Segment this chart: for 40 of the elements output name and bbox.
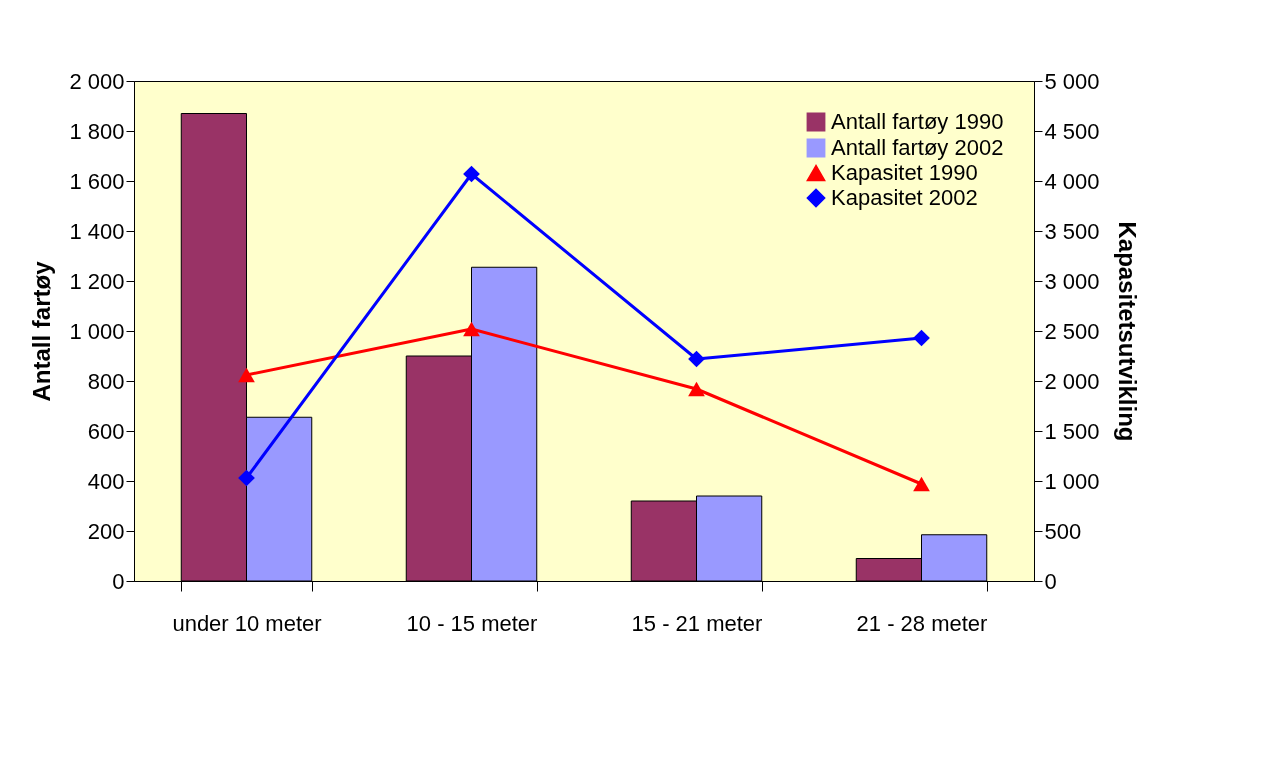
x-tick-label: 10 - 15 meter (406, 610, 538, 636)
y-tick-label: 200 (87, 518, 125, 544)
y2-tick-label: 4 500 (1044, 118, 1100, 144)
y-tick-label: 1 600 (69, 168, 125, 194)
y-tick-label: 600 (87, 418, 125, 444)
legend-label: Kapasitet 2002 (831, 185, 978, 210)
y-tick-label: 2 000 (69, 68, 125, 94)
x-tick-label: 21 - 28 meter (856, 610, 988, 636)
point (688, 381, 705, 397)
y-axis-title: Antall fartøy (28, 260, 56, 402)
legend-label: Kapasitet 1990 (831, 160, 978, 185)
y2-tick-label: 500 (1044, 518, 1082, 544)
point (913, 476, 930, 492)
legend-label: Antall fartøy 2002 (831, 135, 1004, 160)
y-tick-label: 1 400 (69, 218, 125, 244)
point (463, 165, 480, 183)
point (463, 321, 480, 337)
x-tick-label: 15 - 21 meter (631, 610, 763, 636)
y2-tick-label: 0 (1044, 568, 1057, 594)
y2-tick-label: 3 500 (1044, 218, 1100, 244)
y2-tick-label: 2 000 (1044, 368, 1100, 394)
y2-tick-label: 1 000 (1044, 468, 1100, 494)
y2-tick-label: 2 500 (1044, 318, 1100, 344)
y-tick-label: 400 (87, 468, 125, 494)
y-tick-label: 800 (87, 368, 125, 394)
point (238, 367, 255, 383)
y-tick-label: 1 200 (69, 268, 125, 294)
y2-tick-label: 1 500 (1044, 418, 1100, 444)
y-tick-label: 0 (112, 568, 125, 594)
y-tick-label: 1 000 (69, 318, 125, 344)
point (688, 350, 705, 368)
point (238, 469, 255, 487)
point (913, 329, 930, 347)
y2-tick-label: 5 000 (1044, 68, 1100, 94)
legend-label: Antall fartøy 1990 (831, 109, 1004, 134)
y2-tick-label: 4 000 (1044, 168, 1100, 194)
y2-tick-label: 3 000 (1044, 268, 1100, 294)
y-tick-label: 1 800 (69, 118, 125, 144)
y2-axis-title: Kapasitetsutvikling (1113, 221, 1141, 442)
x-tick-label: under 10 meter (172, 610, 322, 636)
